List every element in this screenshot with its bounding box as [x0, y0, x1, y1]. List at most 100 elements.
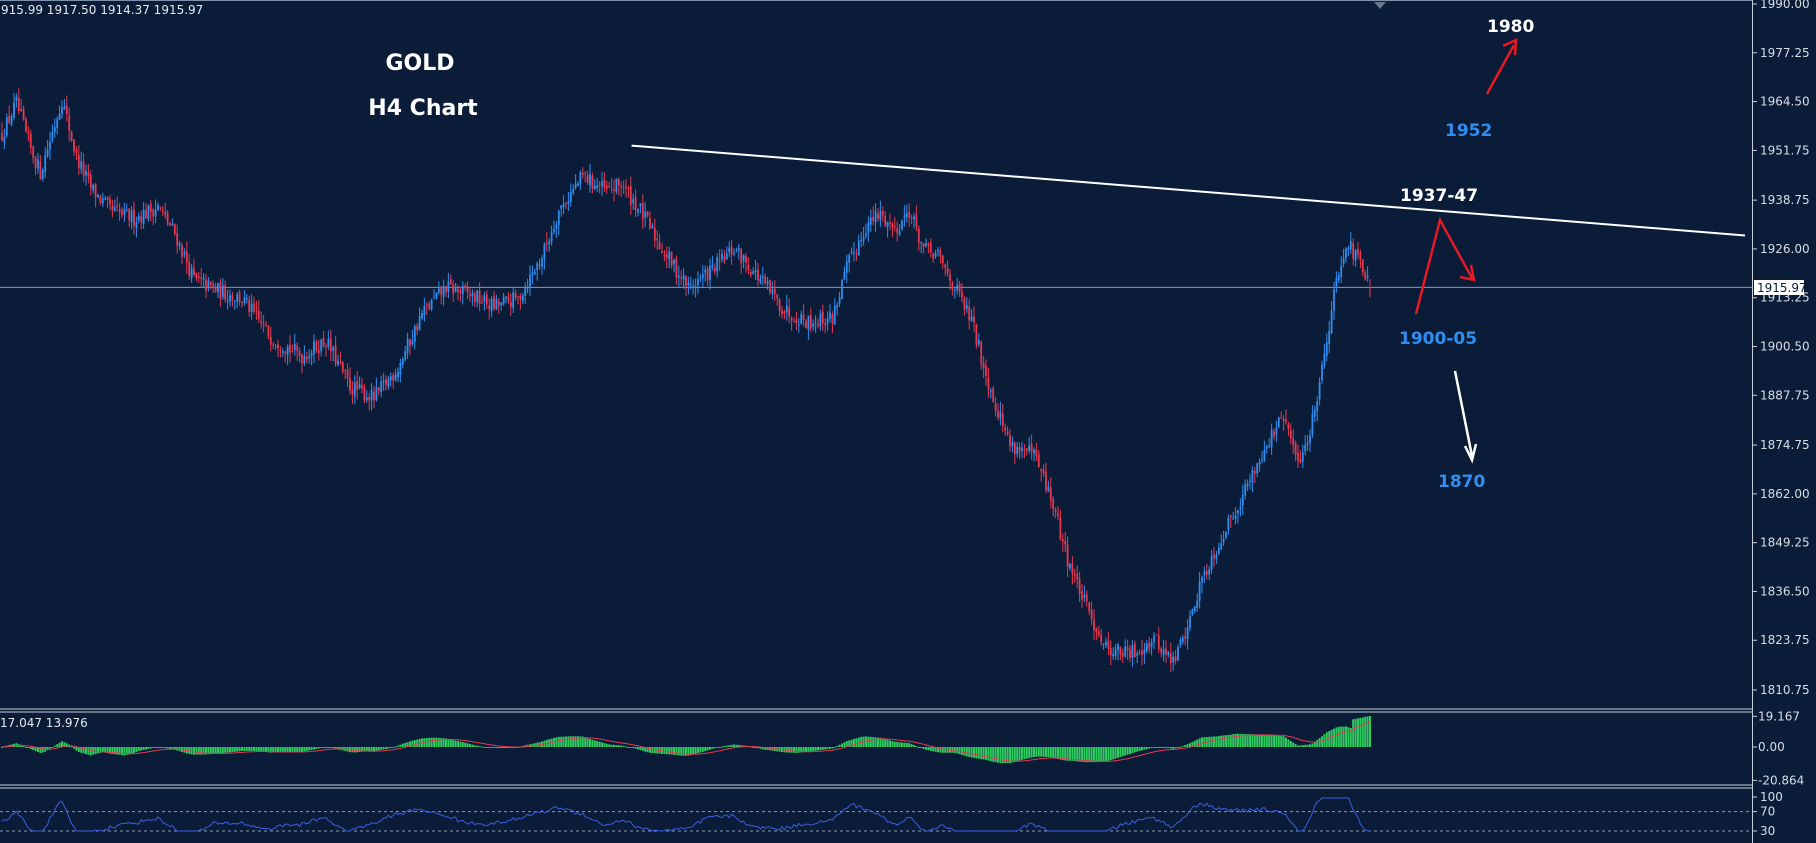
candle	[567, 192, 570, 212]
candle	[1059, 509, 1062, 541]
osc-histogram-bar	[217, 747, 219, 754]
candle	[1, 122, 3, 141]
candle	[1215, 551, 1218, 564]
candle	[541, 254, 543, 275]
osc-histogram-bar	[1225, 735, 1227, 747]
candle-body	[185, 251, 188, 264]
candle	[1172, 651, 1175, 671]
osc-histogram-bar	[965, 747, 968, 757]
candle	[891, 221, 894, 237]
candle	[1213, 546, 1215, 567]
candle	[994, 396, 997, 417]
candle	[1261, 451, 1263, 464]
candle-body	[1105, 641, 1107, 646]
osc-histogram-bar	[829, 747, 831, 749]
osc-histogram-bar	[469, 743, 471, 747]
candle	[1297, 444, 1299, 469]
candle	[231, 291, 234, 307]
osc-histogram-bar	[555, 737, 558, 747]
osc-histogram-bar	[685, 747, 687, 756]
candle	[1318, 377, 1321, 406]
candle	[1001, 403, 1004, 433]
osc-histogram-bar	[1179, 746, 1182, 748]
osc-histogram-bar	[1165, 747, 1167, 748]
candle-body	[997, 410, 999, 418]
osc-histogram-bar	[896, 741, 899, 747]
candle-body	[620, 185, 623, 188]
candle	[701, 265, 704, 287]
osc-histogram-bar	[1030, 747, 1033, 758]
candle-body	[15, 96, 18, 101]
candle-body	[555, 224, 558, 230]
candle	[1196, 593, 1199, 613]
candle-body	[293, 344, 296, 351]
candle	[1042, 464, 1045, 478]
candle-body	[1121, 653, 1124, 657]
candle	[1342, 248, 1345, 268]
candle-body	[123, 208, 126, 215]
candle	[1095, 627, 1098, 641]
candle	[1220, 534, 1223, 551]
osc-histogram-bar	[37, 747, 39, 753]
candle-body	[1042, 469, 1045, 474]
osc-histogram-bar	[1237, 733, 1239, 747]
candle	[373, 385, 375, 409]
osc-histogram-bar	[1054, 747, 1057, 759]
candle-body	[704, 269, 707, 273]
osc-histogram-bar	[1150, 747, 1153, 748]
candle	[987, 367, 990, 398]
candle-body	[89, 175, 92, 188]
candle	[99, 194, 102, 206]
candle	[543, 242, 546, 270]
osc-histogram-bar	[1083, 747, 1086, 763]
candle	[1081, 583, 1083, 609]
candle	[1124, 639, 1127, 658]
osc-histogram-bar	[735, 744, 738, 747]
candle	[183, 248, 186, 259]
candle	[584, 170, 587, 183]
candle	[617, 177, 620, 196]
candle-body	[1222, 538, 1225, 543]
candle-body	[1047, 486, 1050, 492]
candle	[1364, 269, 1367, 281]
candle-body	[1323, 353, 1326, 366]
candle-body	[982, 362, 985, 368]
osc-histogram-bar	[152, 747, 155, 748]
candle	[358, 376, 361, 390]
candle	[661, 243, 663, 254]
candle	[742, 254, 745, 269]
candle-body	[8, 115, 11, 123]
candle-body	[1025, 448, 1028, 451]
candle	[1208, 566, 1211, 581]
osc-histogram-bar	[877, 737, 879, 747]
candle-body	[766, 281, 769, 284]
candle	[663, 250, 666, 262]
osc-histogram-bar	[485, 747, 488, 748]
candle	[620, 181, 623, 197]
candle-body	[1141, 650, 1143, 655]
candle	[920, 241, 923, 254]
osc-histogram-bar	[32, 747, 35, 750]
candle-body	[1292, 438, 1295, 445]
candle-body	[694, 286, 697, 288]
scroll-marker-icon[interactable]	[1374, 2, 1386, 9]
candle	[34, 155, 37, 176]
osc-histogram-bar	[886, 739, 889, 747]
osc-histogram-bar	[101, 747, 104, 753]
candle	[1265, 444, 1268, 454]
candle	[435, 292, 438, 300]
candle-body	[754, 269, 757, 273]
candle-body	[865, 233, 867, 237]
candle-body	[1217, 547, 1220, 554]
osc-histogram-bar	[920, 747, 923, 749]
candle	[68, 107, 71, 142]
osc-histogram-bar	[1198, 738, 1201, 747]
osc-histogram-bar	[1105, 747, 1107, 762]
osc-histogram-bar	[754, 747, 757, 748]
osc-histogram-bar	[231, 747, 234, 753]
candle-body	[1088, 602, 1091, 612]
candle-body	[1261, 459, 1263, 461]
osc-histogram-bar	[248, 747, 251, 751]
rsi-tick-label: 30	[1760, 824, 1775, 838]
